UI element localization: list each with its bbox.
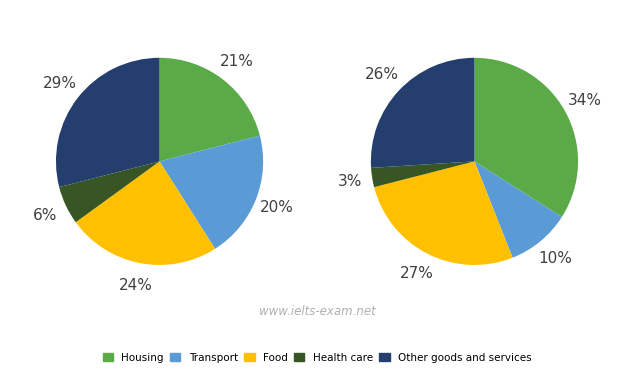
Text: 6%: 6% [33, 208, 58, 223]
Wedge shape [160, 58, 260, 161]
Wedge shape [59, 161, 160, 222]
Wedge shape [56, 58, 160, 187]
Legend: Housing, Transport, Food, Health care, Other goods and services: Housing, Transport, Food, Health care, O… [100, 349, 534, 366]
Wedge shape [474, 161, 562, 258]
Wedge shape [371, 161, 474, 187]
Wedge shape [75, 161, 215, 265]
Text: www.ielts-exam.net: www.ielts-exam.net [259, 305, 375, 318]
Wedge shape [160, 136, 263, 249]
Text: 21%: 21% [220, 54, 254, 69]
Wedge shape [371, 58, 474, 168]
Text: 20%: 20% [260, 200, 294, 216]
Wedge shape [374, 161, 513, 265]
Text: 29%: 29% [42, 76, 77, 91]
Text: 24%: 24% [119, 278, 153, 293]
Text: 10%: 10% [538, 251, 572, 266]
Text: 26%: 26% [365, 68, 399, 82]
Text: 27%: 27% [400, 266, 434, 282]
Text: 34%: 34% [568, 93, 602, 108]
Wedge shape [474, 58, 578, 217]
Text: 3%: 3% [337, 174, 362, 189]
